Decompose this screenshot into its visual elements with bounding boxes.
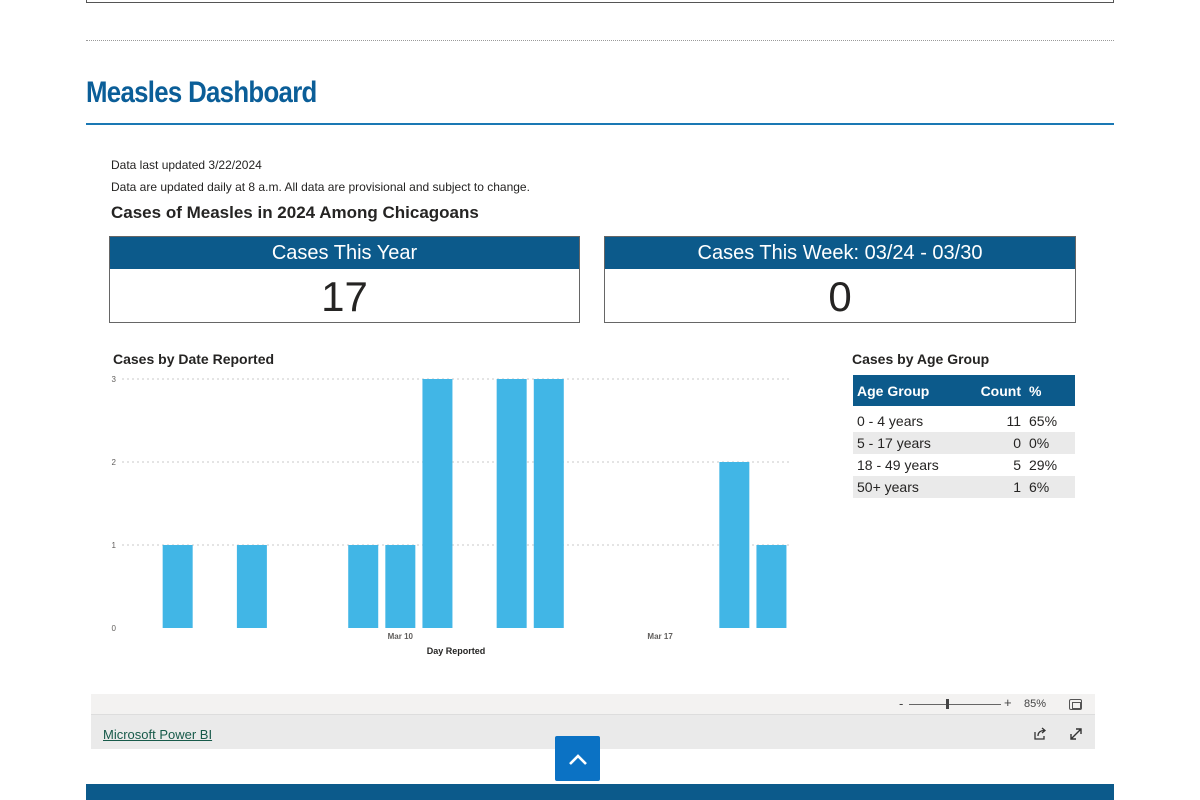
- table-row[interactable]: 50+ years 1 6%: [853, 476, 1075, 498]
- column-header-age-group[interactable]: Age Group: [853, 375, 973, 406]
- dotted-divider: [86, 40, 1114, 41]
- age-group-cell: 0 - 4 years: [857, 413, 924, 429]
- cases-by-date-chart[interactable]: 0 1 2 3 Mar 10 Mar 17 Day Reported: [100, 368, 800, 663]
- age-group-cell: 50+ years: [853, 476, 973, 498]
- kpi-value: 0: [828, 273, 852, 320]
- powerbi-footer-bar: - + 85% Microsoft Power BI: [91, 694, 1095, 749]
- percent-cell: 0%: [1025, 432, 1075, 454]
- zoom-level-text: 85%: [1024, 698, 1047, 710]
- x-tick-label: Mar 17: [647, 632, 673, 641]
- count-cell: 0: [973, 432, 1025, 454]
- bar[interactable]: [422, 379, 453, 628]
- expand-icon[interactable]: [1068, 726, 1084, 742]
- zoom-out-button[interactable]: -: [899, 696, 904, 711]
- percent-cell: 65%: [1029, 413, 1058, 429]
- count-cell: 11: [1006, 413, 1021, 429]
- scroll-to-top-button[interactable]: [555, 736, 600, 781]
- count-cell: 5: [1013, 457, 1021, 473]
- bar[interactable]: [162, 545, 193, 628]
- percent-cell: 29%: [1029, 457, 1058, 473]
- age-table-title: Cases by Age Group: [852, 351, 990, 367]
- zoom-slider-handle[interactable]: [946, 699, 949, 709]
- title-underline: [86, 123, 1114, 125]
- x-tick-label: Mar 10: [388, 632, 414, 641]
- column-header-count[interactable]: Count: [973, 375, 1025, 406]
- chevron-up-icon: [568, 753, 587, 765]
- kpi-value: 17: [321, 273, 368, 320]
- kpi-label: Cases This Year: [110, 237, 579, 269]
- table-row[interactable]: 18 - 49 years 5 29%: [853, 454, 1075, 476]
- percent-cell: 6%: [1025, 476, 1075, 498]
- zoom-slider-track[interactable]: [909, 704, 1001, 705]
- microsoft-power-bi-link[interactable]: Microsoft Power BI: [103, 727, 213, 742]
- age-group-table[interactable]: Age Group Count % 0 - 4 years 11 65% 5 -…: [853, 375, 1075, 498]
- bar[interactable]: [348, 545, 379, 628]
- bar[interactable]: [533, 379, 564, 628]
- chart-title: Cases by Date Reported: [113, 351, 275, 367]
- site-footer-band: [86, 784, 1114, 800]
- bar[interactable]: [385, 545, 416, 628]
- share-icon[interactable]: [1032, 726, 1048, 742]
- count-cell: 1: [973, 476, 1025, 498]
- table-row[interactable]: 5 - 17 years 0 0%: [853, 432, 1075, 454]
- y-tick-label: 2: [112, 458, 117, 467]
- zoom-toolbar: - + 85%: [91, 694, 1095, 715]
- embedded-frame-bottom-edge: [86, 0, 1114, 3]
- kpi-card-cases-this-year[interactable]: Cases This Year 17: [109, 236, 580, 323]
- page-title: Measles Dashboard: [86, 76, 317, 109]
- y-tick-label: 0: [112, 624, 117, 633]
- kpi-card-cases-this-week[interactable]: Cases This Week: 03/24 - 03/30 0: [604, 236, 1076, 323]
- age-group-cell: 5 - 17 years: [853, 432, 973, 454]
- column-header-percent[interactable]: %: [1025, 375, 1075, 406]
- last-updated-text: Data last updated 3/22/2024: [111, 158, 262, 172]
- zoom-in-button[interactable]: +: [1004, 695, 1012, 710]
- table-row[interactable]: 0 - 4 years 11 65%: [853, 406, 1075, 432]
- bar[interactable]: [756, 545, 787, 628]
- bar[interactable]: [496, 379, 527, 628]
- bar[interactable]: [236, 545, 267, 628]
- x-axis-label: Day Reported: [427, 646, 486, 656]
- y-tick-label: 3: [112, 375, 117, 384]
- age-group-cell: 18 - 49 years: [857, 457, 939, 473]
- update-note-text: Data are updated daily at 8 a.m. All dat…: [111, 180, 530, 194]
- kpi-label: Cases This Week: 03/24 - 03/30: [605, 237, 1075, 269]
- fit-to-page-icon[interactable]: [1069, 699, 1082, 710]
- section-heading: Cases of Measles in 2024 Among Chicagoan…: [111, 203, 479, 222]
- y-tick-label: 1: [112, 541, 117, 550]
- bar[interactable]: [719, 462, 750, 628]
